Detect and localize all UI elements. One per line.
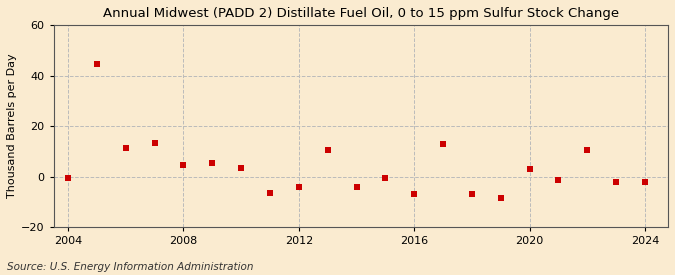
Point (524, 167, 535, 171)
Point (437, 142, 448, 146)
Point (409, 192, 420, 196)
Point (92, 62, 103, 67)
Point (351, 185, 362, 189)
Point (120, 145, 131, 150)
Y-axis label: Thousand Barrels per Day: Thousand Barrels per Day (7, 54, 17, 199)
Point (640, 179, 651, 184)
Point (236, 166, 246, 170)
Point (265, 191, 275, 195)
Point (611, 179, 622, 184)
Point (553, 178, 564, 183)
Text: Source: U.S. Energy Information Administration: Source: U.S. Energy Information Administ… (7, 262, 253, 272)
Point (322, 148, 333, 152)
Point (380, 176, 391, 180)
Point (63, 176, 74, 180)
Point (495, 196, 506, 200)
Point (149, 140, 160, 145)
Point (178, 163, 189, 167)
Point (207, 161, 218, 165)
Point (294, 185, 304, 189)
Point (466, 192, 477, 196)
Title: Annual Midwest (PADD 2) Distillate Fuel Oil, 0 to 15 ppm Sulfur Stock Change: Annual Midwest (PADD 2) Distillate Fuel … (103, 7, 619, 20)
Point (582, 148, 593, 152)
